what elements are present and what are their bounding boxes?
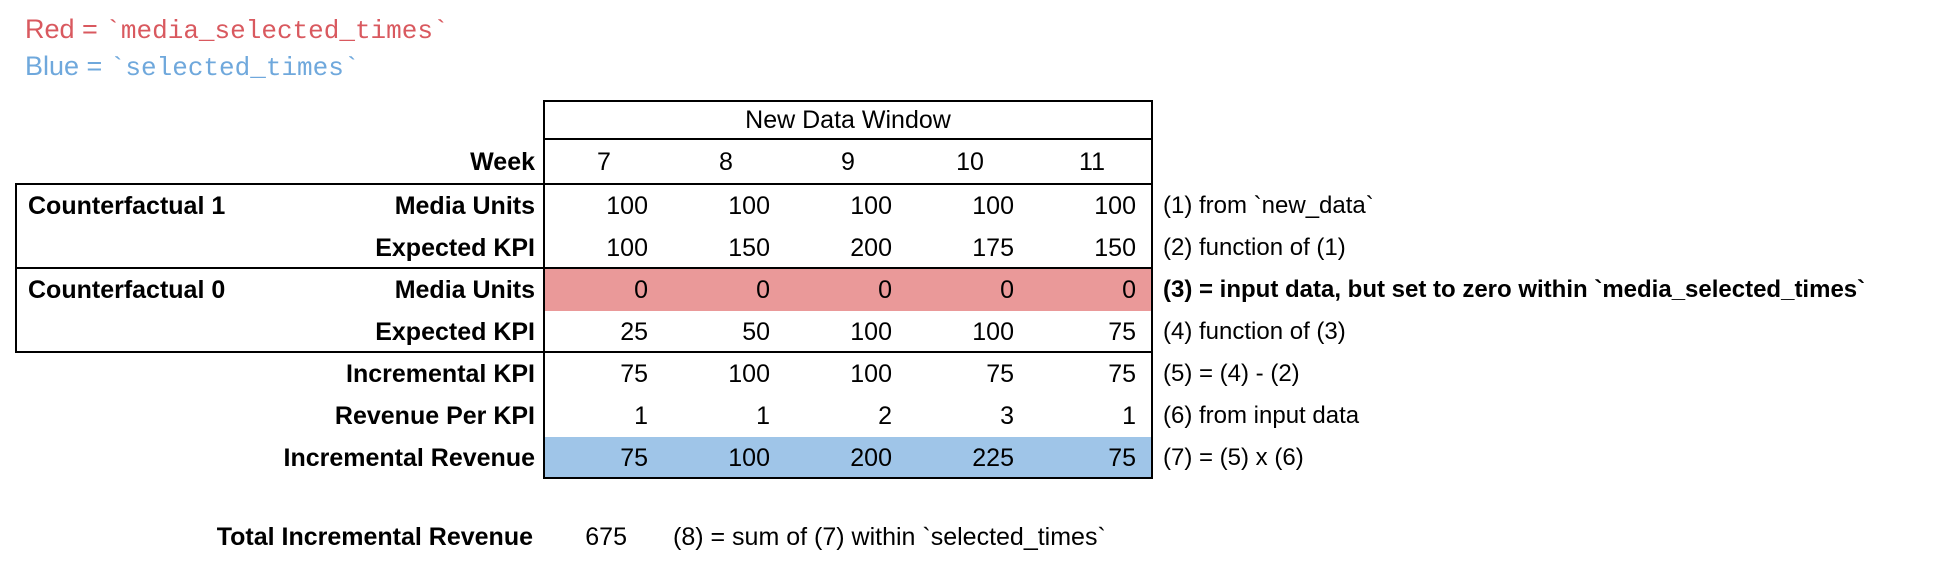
week-label: Week bbox=[470, 148, 535, 176]
legend-blue: Blue = `selected_times` bbox=[25, 51, 359, 83]
row-label-cell: Incremental Revenue bbox=[0, 444, 543, 473]
value-cell: 0 bbox=[756, 275, 770, 304]
table-row: Expected KPI 25 50 100 100 75 (4) functi… bbox=[0, 311, 1960, 353]
row-annotation: (5) = (4) - (2) bbox=[1163, 360, 1300, 387]
row-cells: 75 100 100 75 75 bbox=[543, 353, 1153, 395]
row-label-cell: Counterfactual 1 Media Units bbox=[0, 192, 543, 221]
row-label: Media Units bbox=[394, 275, 535, 304]
value-cell: 175 bbox=[972, 233, 1014, 262]
row-cells: 100 150 200 175 150 bbox=[543, 227, 1153, 269]
row-label: Revenue Per KPI bbox=[334, 401, 535, 430]
legend-red-code: `media_selected_times` bbox=[105, 16, 449, 46]
row-cells: 75 100 200 225 75 bbox=[543, 437, 1153, 479]
value-cell: 75 bbox=[1108, 359, 1136, 388]
row-label: Media Units bbox=[394, 191, 535, 220]
value-cell: 75 bbox=[1108, 443, 1136, 472]
value-cell: 1 bbox=[756, 401, 770, 430]
table-row: Counterfactual 1 Media Units 100 100 100… bbox=[0, 185, 1960, 227]
week-value: 8 bbox=[719, 148, 733, 176]
value-cell: 75 bbox=[1108, 317, 1136, 346]
value-cell: 100 bbox=[850, 359, 892, 388]
value-cell: 0 bbox=[1000, 275, 1014, 304]
group-label: Counterfactual 1 bbox=[28, 191, 226, 220]
value-cell: 100 bbox=[972, 317, 1014, 346]
value-cell: 100 bbox=[972, 191, 1014, 220]
table-header-row: New Data Window bbox=[0, 100, 1960, 140]
total-annotation: (8) = sum of (7) within `selected_times` bbox=[673, 522, 1106, 551]
value-cell: 200 bbox=[850, 233, 892, 262]
value-cell: 225 bbox=[972, 443, 1014, 472]
value-cell: 75 bbox=[620, 359, 648, 388]
value-cell: 100 bbox=[850, 191, 892, 220]
value-cell: 1 bbox=[634, 401, 648, 430]
row-label-cell: Counterfactual 0 Media Units bbox=[0, 276, 543, 305]
week-value: 7 bbox=[597, 148, 611, 176]
table-row: Revenue Per KPI 1 1 2 3 1 (6) from input… bbox=[0, 395, 1960, 437]
value-cell: 100 bbox=[850, 317, 892, 346]
row-cells: 25 50 100 100 75 bbox=[543, 311, 1153, 353]
value-cell: 75 bbox=[620, 443, 648, 472]
value-cell: 100 bbox=[1094, 191, 1136, 220]
legend-blue-code: `selected_times` bbox=[109, 53, 360, 83]
table-row: Expected KPI 100 150 200 175 150 (2) fun… bbox=[0, 227, 1960, 269]
value-cell: 100 bbox=[728, 191, 770, 220]
value-cell: 100 bbox=[606, 233, 648, 262]
row-annotation: (7) = (5) x (6) bbox=[1163, 444, 1304, 471]
week-cells: 7 8 9 10 11 bbox=[543, 140, 1153, 185]
group-label: Counterfactual 0 bbox=[28, 275, 226, 304]
total-label: Total Incremental Revenue bbox=[216, 522, 533, 551]
row-label-cell: Incremental KPI bbox=[0, 360, 543, 389]
row-cells: 0 0 0 0 0 bbox=[543, 269, 1153, 311]
row-cells: 100 100 100 100 100 bbox=[543, 185, 1153, 227]
value-cell: 1 bbox=[1122, 401, 1136, 430]
value-cell: 0 bbox=[878, 275, 892, 304]
week-value: 9 bbox=[841, 148, 855, 176]
row-annotation: (1) from `new_data` bbox=[1163, 192, 1374, 219]
total-row: Total Incremental Revenue 675 (8) = sum … bbox=[0, 518, 1960, 556]
value-cell: 75 bbox=[986, 359, 1014, 388]
new-data-window-header: New Data Window bbox=[745, 105, 951, 134]
legend-blue-prefix: Blue = bbox=[25, 51, 110, 81]
row-label: Incremental Revenue bbox=[283, 443, 536, 472]
legend-red-prefix: Red = bbox=[25, 14, 106, 44]
table-row-highlight-red: Counterfactual 0 Media Units 0 0 0 0 0 (… bbox=[0, 269, 1960, 311]
week-value: 10 bbox=[956, 148, 984, 176]
value-cell: 100 bbox=[728, 359, 770, 388]
table-row: Incremental KPI 75 100 100 75 75 (5) = (… bbox=[0, 353, 1960, 395]
row-label-cell: Revenue Per KPI bbox=[0, 402, 543, 431]
row-label: Incremental KPI bbox=[346, 359, 535, 388]
row-annotation: (4) function of (3) bbox=[1163, 318, 1346, 345]
value-cell: 3 bbox=[1000, 401, 1014, 430]
value-cell: 50 bbox=[742, 317, 770, 346]
row-label-cell: Expected KPI bbox=[0, 318, 543, 347]
value-cell: 0 bbox=[634, 275, 648, 304]
value-cell: 0 bbox=[1122, 275, 1136, 304]
row-label: Expected KPI bbox=[375, 317, 535, 346]
value-cell: 100 bbox=[606, 191, 648, 220]
row-annotation: (6) from input data bbox=[1163, 402, 1360, 429]
table-row-highlight-blue: Incremental Revenue 75 100 200 225 75 (7… bbox=[0, 437, 1960, 479]
value-cell: 150 bbox=[1094, 233, 1136, 262]
value-cell: 2 bbox=[878, 401, 892, 430]
week-value: 11 bbox=[1079, 148, 1105, 176]
legend-red: Red = `media_selected_times` bbox=[25, 14, 449, 46]
week-row: Week 7 8 9 10 11 bbox=[0, 140, 1960, 185]
value-cell: 100 bbox=[728, 443, 770, 472]
row-label-cell: Expected KPI bbox=[0, 234, 543, 263]
week-label-cell: Week bbox=[0, 148, 543, 177]
row-label: Expected KPI bbox=[375, 233, 535, 262]
row-annotation: (3) = input data, but set to zero within… bbox=[1163, 276, 1866, 303]
value-cell: 200 bbox=[850, 443, 892, 472]
total-value: 675 bbox=[585, 522, 627, 551]
value-cell: 25 bbox=[620, 317, 648, 346]
value-cell: 150 bbox=[728, 233, 770, 262]
row-cells: 1 1 2 3 1 bbox=[543, 395, 1153, 437]
row-annotation: (2) function of (1) bbox=[1163, 234, 1346, 261]
